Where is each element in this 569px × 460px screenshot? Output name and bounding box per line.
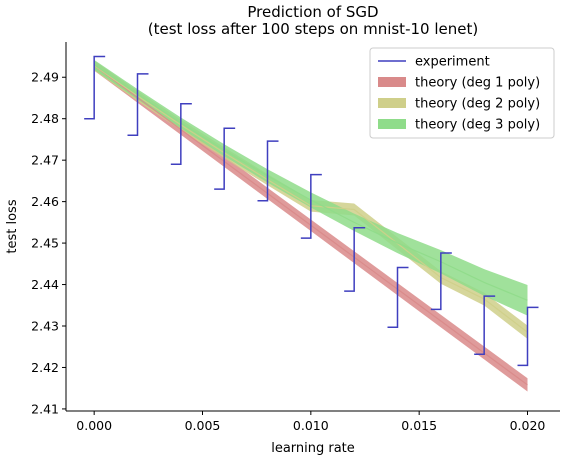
y-tick-label: 2.45	[31, 236, 59, 251]
y-tick-label: 2.44	[31, 277, 59, 292]
experiment-bars	[84, 55, 539, 367]
legend-swatch	[378, 119, 406, 129]
experiment-bar	[300, 173, 322, 239]
y-axis-title: test loss	[5, 199, 20, 253]
x-tick-label: 0.015	[401, 418, 437, 433]
y-tick-label: 2.43	[31, 319, 59, 334]
experiment-bar	[517, 306, 539, 367]
x-ticks: 0.000 0.005 0.010 0.015 0.020	[76, 411, 545, 433]
legend-label: theory (deg 3 poly)	[415, 118, 540, 133]
experiment-bar	[170, 103, 192, 166]
experiment-bar	[344, 226, 366, 292]
legend-label: theory (deg 1 poly)	[415, 76, 540, 91]
legend-frame	[369, 47, 555, 139]
experiment-bar	[127, 73, 149, 137]
band-3	[94, 59, 528, 316]
x-axis-title: learning rate	[271, 441, 355, 456]
experiment-bar	[257, 140, 279, 202]
legend-swatch	[378, 98, 406, 108]
y-tick-label: 2.48	[31, 111, 59, 126]
experiment-bar	[387, 266, 409, 328]
y-tick-label: 2.46	[31, 194, 59, 209]
y-tick-label: 2.47	[31, 153, 59, 168]
y-tick-label: 2.41	[31, 401, 59, 416]
experiment-bar	[84, 55, 106, 120]
experiment-bar	[214, 127, 236, 190]
x-tick-label: 0.005	[185, 418, 221, 433]
x-tick-label: 0.000	[76, 418, 112, 433]
chart-subtitle: (test loss after 100 steps on mnist-10 l…	[148, 20, 478, 38]
experiment-bar	[474, 295, 496, 355]
legend-label: experiment	[415, 55, 490, 70]
legend: experiment theory (deg 1 poly) theory (deg…	[369, 47, 555, 139]
legend-label: theory (deg 2 poly)	[415, 97, 540, 112]
chart-title: Prediction of SGD	[247, 3, 378, 21]
y-tick-label: 2.49	[31, 70, 59, 85]
y-ticks: 2.41 2.42 2.43 2.44 2.45 2.46 2.47 2.48 2.49	[31, 70, 66, 416]
x-tick-label: 0.020	[510, 418, 546, 433]
x-tick-label: 0.010	[293, 418, 329, 433]
legend-swatch	[378, 77, 406, 87]
y-tick-label: 2.42	[31, 360, 59, 375]
experiment-bar	[430, 252, 452, 311]
